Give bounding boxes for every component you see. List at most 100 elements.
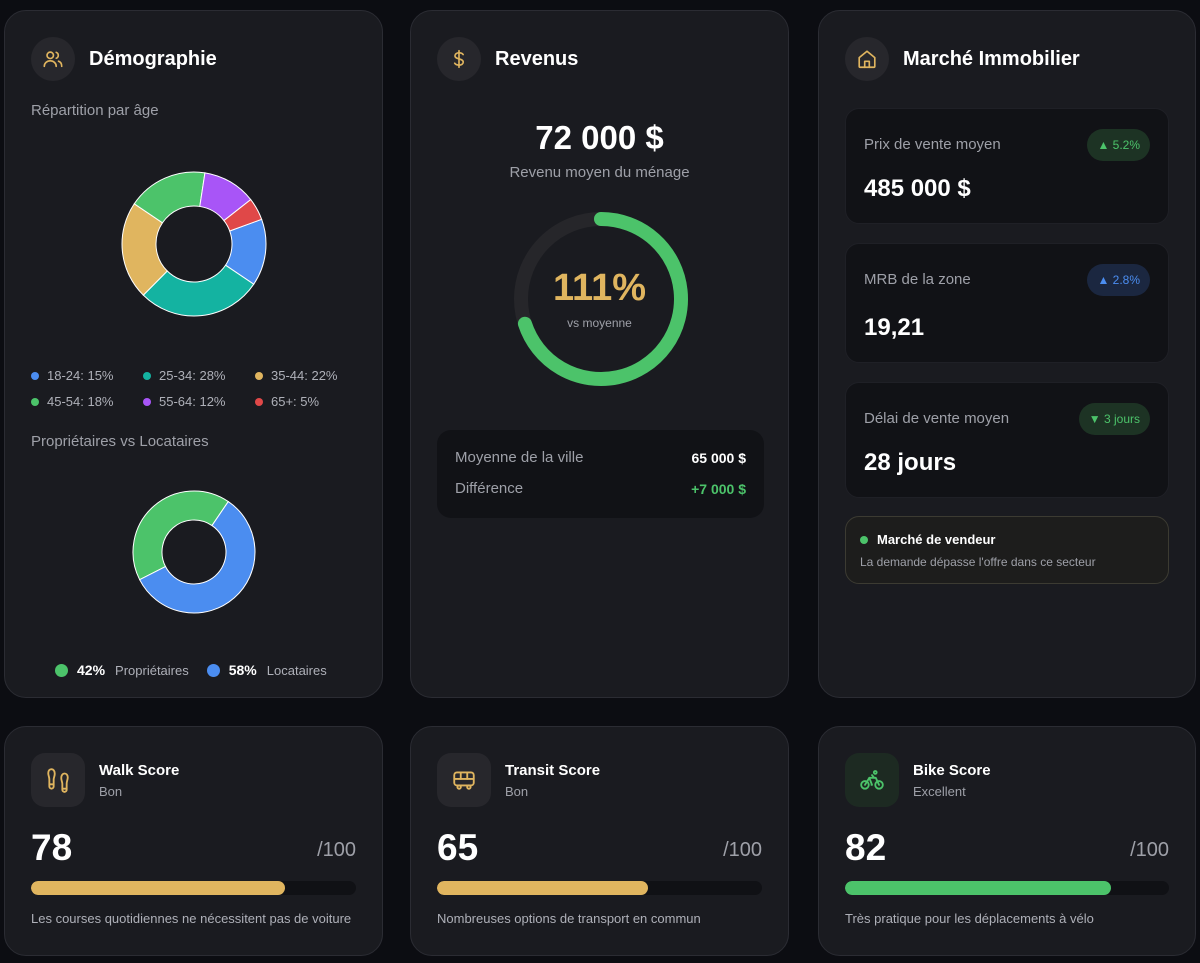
legend-item: 18-24: 15% xyxy=(31,368,143,383)
score-bar-track xyxy=(31,881,356,895)
legend-dot xyxy=(255,397,263,406)
real-estate-title: Marché Immobilier xyxy=(903,47,1080,70)
real-estate-header: Marché Immobilier xyxy=(845,37,1080,81)
bike-score-card: Bike Score Excellent 82 /100 Très pratiq… xyxy=(818,726,1196,956)
score-bar-track xyxy=(845,881,1169,895)
trend-badge: ▼ 3 jours xyxy=(1078,403,1150,435)
legend-label: Propriétaires xyxy=(115,662,189,678)
legend-dot xyxy=(143,397,151,406)
ownership-slice-locataires xyxy=(138,500,256,614)
ownership-legend-item: 58% Locataires xyxy=(206,662,327,678)
score-bar-track xyxy=(437,881,762,895)
legend-dot xyxy=(206,663,220,677)
stat-label: Prix de vente moyen xyxy=(864,136,1001,153)
legend-item: 65+: 5% xyxy=(255,394,367,409)
avg-sale-delay-box: Délai de vente moyen 28 jours ▼ 3 jours xyxy=(845,382,1169,498)
transit-score-card: Transit Score Bon 65 /100 Nombreuses opt… xyxy=(410,726,789,956)
stat-label: Délai de vente moyen xyxy=(864,410,1010,427)
legend-item: 55-64: 12% xyxy=(143,394,255,409)
age-slice-65- xyxy=(223,198,263,232)
footprints-icon xyxy=(31,753,85,807)
score-value: 78 xyxy=(31,827,73,868)
stat-value: 28 jours xyxy=(864,449,957,476)
ownership-legend: 42% Propriétaires 58% Locataires xyxy=(55,662,345,678)
legend-label: Locataires xyxy=(266,662,327,678)
average-income-value: 72 000 $ xyxy=(535,119,664,156)
score-description: Très pratique pour les déplacements à vé… xyxy=(845,911,1094,926)
walk-score-header: Walk Score Bon xyxy=(31,753,179,807)
legend-label: 65+: 5% xyxy=(271,394,320,409)
users-icon xyxy=(31,37,75,81)
legend-label: 35-44: 22% xyxy=(271,368,338,383)
revenue-header: Revenus xyxy=(437,37,578,81)
bus-icon xyxy=(437,753,491,807)
legend-label: 18-24: 15% xyxy=(47,368,114,383)
demographics-title: Démographie xyxy=(89,47,217,70)
legend-dot xyxy=(255,371,263,380)
legend-dot xyxy=(31,397,39,406)
legend-dot xyxy=(55,663,68,677)
real-estate-card: Marché Immobilier Prix de vente moyen 48… xyxy=(818,10,1196,698)
seller-market-description: La demande dépasse l'offre dans ce secte… xyxy=(860,555,1096,569)
legend-dot xyxy=(143,371,151,380)
score-max: /100 xyxy=(317,839,356,861)
ownership-legend-item: 42% Propriétaires xyxy=(55,662,189,678)
bike-icon xyxy=(845,753,899,807)
score-level: Bon xyxy=(99,783,123,799)
ownership-label: Propriétaires vs Locataires xyxy=(31,433,209,450)
seller-market-notice: Marché de vendeur La demande dépasse l'o… xyxy=(845,516,1169,584)
seller-market-title-text: Marché de vendeur xyxy=(877,532,996,547)
age-donut-chart xyxy=(121,171,267,317)
legend-label: 45-54: 18% xyxy=(47,394,114,409)
legend-percent: 58% xyxy=(228,662,257,678)
age-distribution-label: Répartition par âge xyxy=(31,102,159,119)
score-title: Walk Score xyxy=(99,761,180,779)
legend-dot xyxy=(31,371,39,380)
ownership-donut-chart xyxy=(132,490,256,614)
income-gauge xyxy=(514,212,688,386)
income-comparison: Moyenne de la ville 65 000 $ Différence … xyxy=(437,430,764,518)
gauge-sublabel: vs moyenne xyxy=(567,316,632,330)
score-description: Les courses quotidiennes ne nécessitent … xyxy=(31,911,352,926)
score-level: Excellent xyxy=(913,783,966,799)
difference-value: +7 000 $ xyxy=(691,480,746,497)
difference-row: Différence +7 000 $ xyxy=(455,480,746,497)
legend-item: 45-54: 18% xyxy=(31,394,143,409)
legend-label: 25-34: 28% xyxy=(159,368,226,383)
ownership-slice-propri-taires xyxy=(132,490,229,581)
gauge-arc xyxy=(517,212,688,386)
city-average-label: Moyenne de la ville xyxy=(455,449,584,466)
average-income-label: Revenu moyen du ménage xyxy=(509,164,690,181)
legend-item: 25-34: 28% xyxy=(143,368,255,383)
city-average-row: Moyenne de la ville 65 000 $ xyxy=(455,449,746,466)
score-value: 82 xyxy=(845,827,887,868)
score-max: /100 xyxy=(723,839,762,861)
walk-score-card: Walk Score Bon 78 /100 Les courses quoti… xyxy=(4,726,383,956)
score-level: Bon xyxy=(505,783,529,799)
score-max: /100 xyxy=(1130,839,1169,861)
score-description: Nombreuses options de transport en commu… xyxy=(437,911,701,926)
demographics-card: Démographie Répartition par âge 18-24: 1… xyxy=(4,10,383,698)
demographics-header: Démographie xyxy=(31,37,217,81)
transit-score-header: Transit Score Bon xyxy=(437,753,600,807)
stat-value: 19,21 xyxy=(864,314,925,341)
revenue-card: Revenus 72 000 $ Revenu moyen du ménage … xyxy=(410,10,789,698)
city-average-value: 65 000 $ xyxy=(691,449,747,466)
dollar-icon xyxy=(437,37,481,81)
revenue-title: Revenus xyxy=(495,47,579,70)
score-value: 65 xyxy=(437,827,479,868)
stat-label: MRB de la zone xyxy=(864,271,971,288)
legend-label: 55-64: 12% xyxy=(159,394,226,409)
legend-percent: 42% xyxy=(77,662,106,678)
grm-box: MRB de la zone 19,21 ▲ 2.8% xyxy=(845,243,1169,363)
score-title: Bike Score xyxy=(913,761,991,779)
seller-market-title: Marché de vendeur xyxy=(860,532,996,547)
avg-sale-price-box: Prix de vente moyen 485 000 $ ▲ 5.2% xyxy=(845,108,1169,224)
bike-score-header: Bike Score Excellent xyxy=(845,753,991,807)
score-bar-fill xyxy=(845,881,1111,895)
home-icon xyxy=(845,37,889,81)
score-title: Transit Score xyxy=(505,761,601,779)
trend-badge: ▲ 2.8% xyxy=(1087,264,1150,296)
legend-item: 35-44: 22% xyxy=(255,368,367,383)
score-bar-fill xyxy=(31,881,285,895)
